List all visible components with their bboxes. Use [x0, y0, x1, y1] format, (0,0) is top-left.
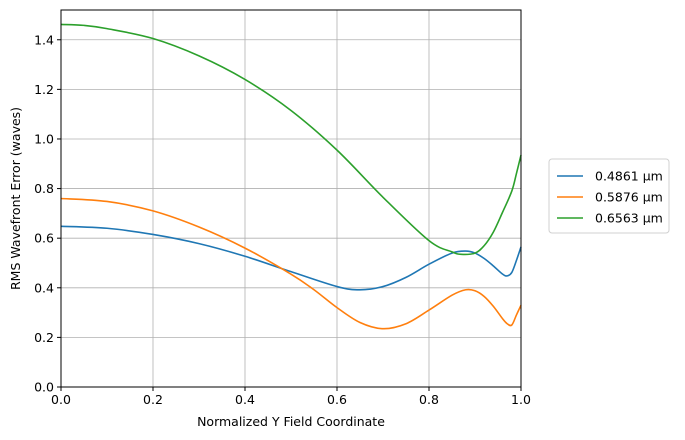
y-tick-label: 0.4 [34, 280, 54, 295]
y-tick-label: 1.2 [34, 82, 54, 97]
series-line-0 [60, 225, 522, 291]
plot-frame [60, 9, 522, 388]
legend: 0.4861 µm 0.5876 µm 0.6563 µm [548, 158, 670, 234]
y-tick-label: 0.8 [34, 181, 54, 196]
x-tick-label: 0.8 [419, 392, 439, 407]
series-line-2 [60, 23, 522, 256]
x-tick-label: 0.2 [143, 392, 163, 407]
legend-label: 0.5876 µm [595, 190, 663, 205]
series-lines [60, 23, 522, 330]
y-axis-label: RMS Wavefront Error (waves) [8, 107, 23, 290]
x-tick-label: 0.6 [327, 392, 347, 407]
y-tick-label: 0.6 [34, 231, 54, 246]
series-line-1 [60, 197, 522, 330]
x-tick-label: 1.0 [511, 392, 531, 407]
legend-label: 0.4861 µm [595, 169, 663, 184]
ticks: 0.0 0.2 0.4 0.6 0.8 1.0 0.0 0.2 0.4 0.6 0.8 1.0 1.2 1… [34, 32, 531, 407]
grid [60, 10, 522, 388]
x-tick-label: 0.0 [51, 392, 71, 407]
legend-box [548, 158, 670, 234]
y-tick-label: 1.4 [34, 32, 54, 47]
x-axis-label: Normalized Y Field Coordinate [197, 414, 385, 429]
y-tick-label: 1.0 [34, 131, 54, 146]
y-tick-label: 0.0 [34, 380, 54, 395]
x-tick-label: 0.4 [235, 392, 255, 407]
legend-label: 0.6563 µm [595, 211, 663, 226]
y-tick-label: 0.2 [34, 330, 54, 345]
